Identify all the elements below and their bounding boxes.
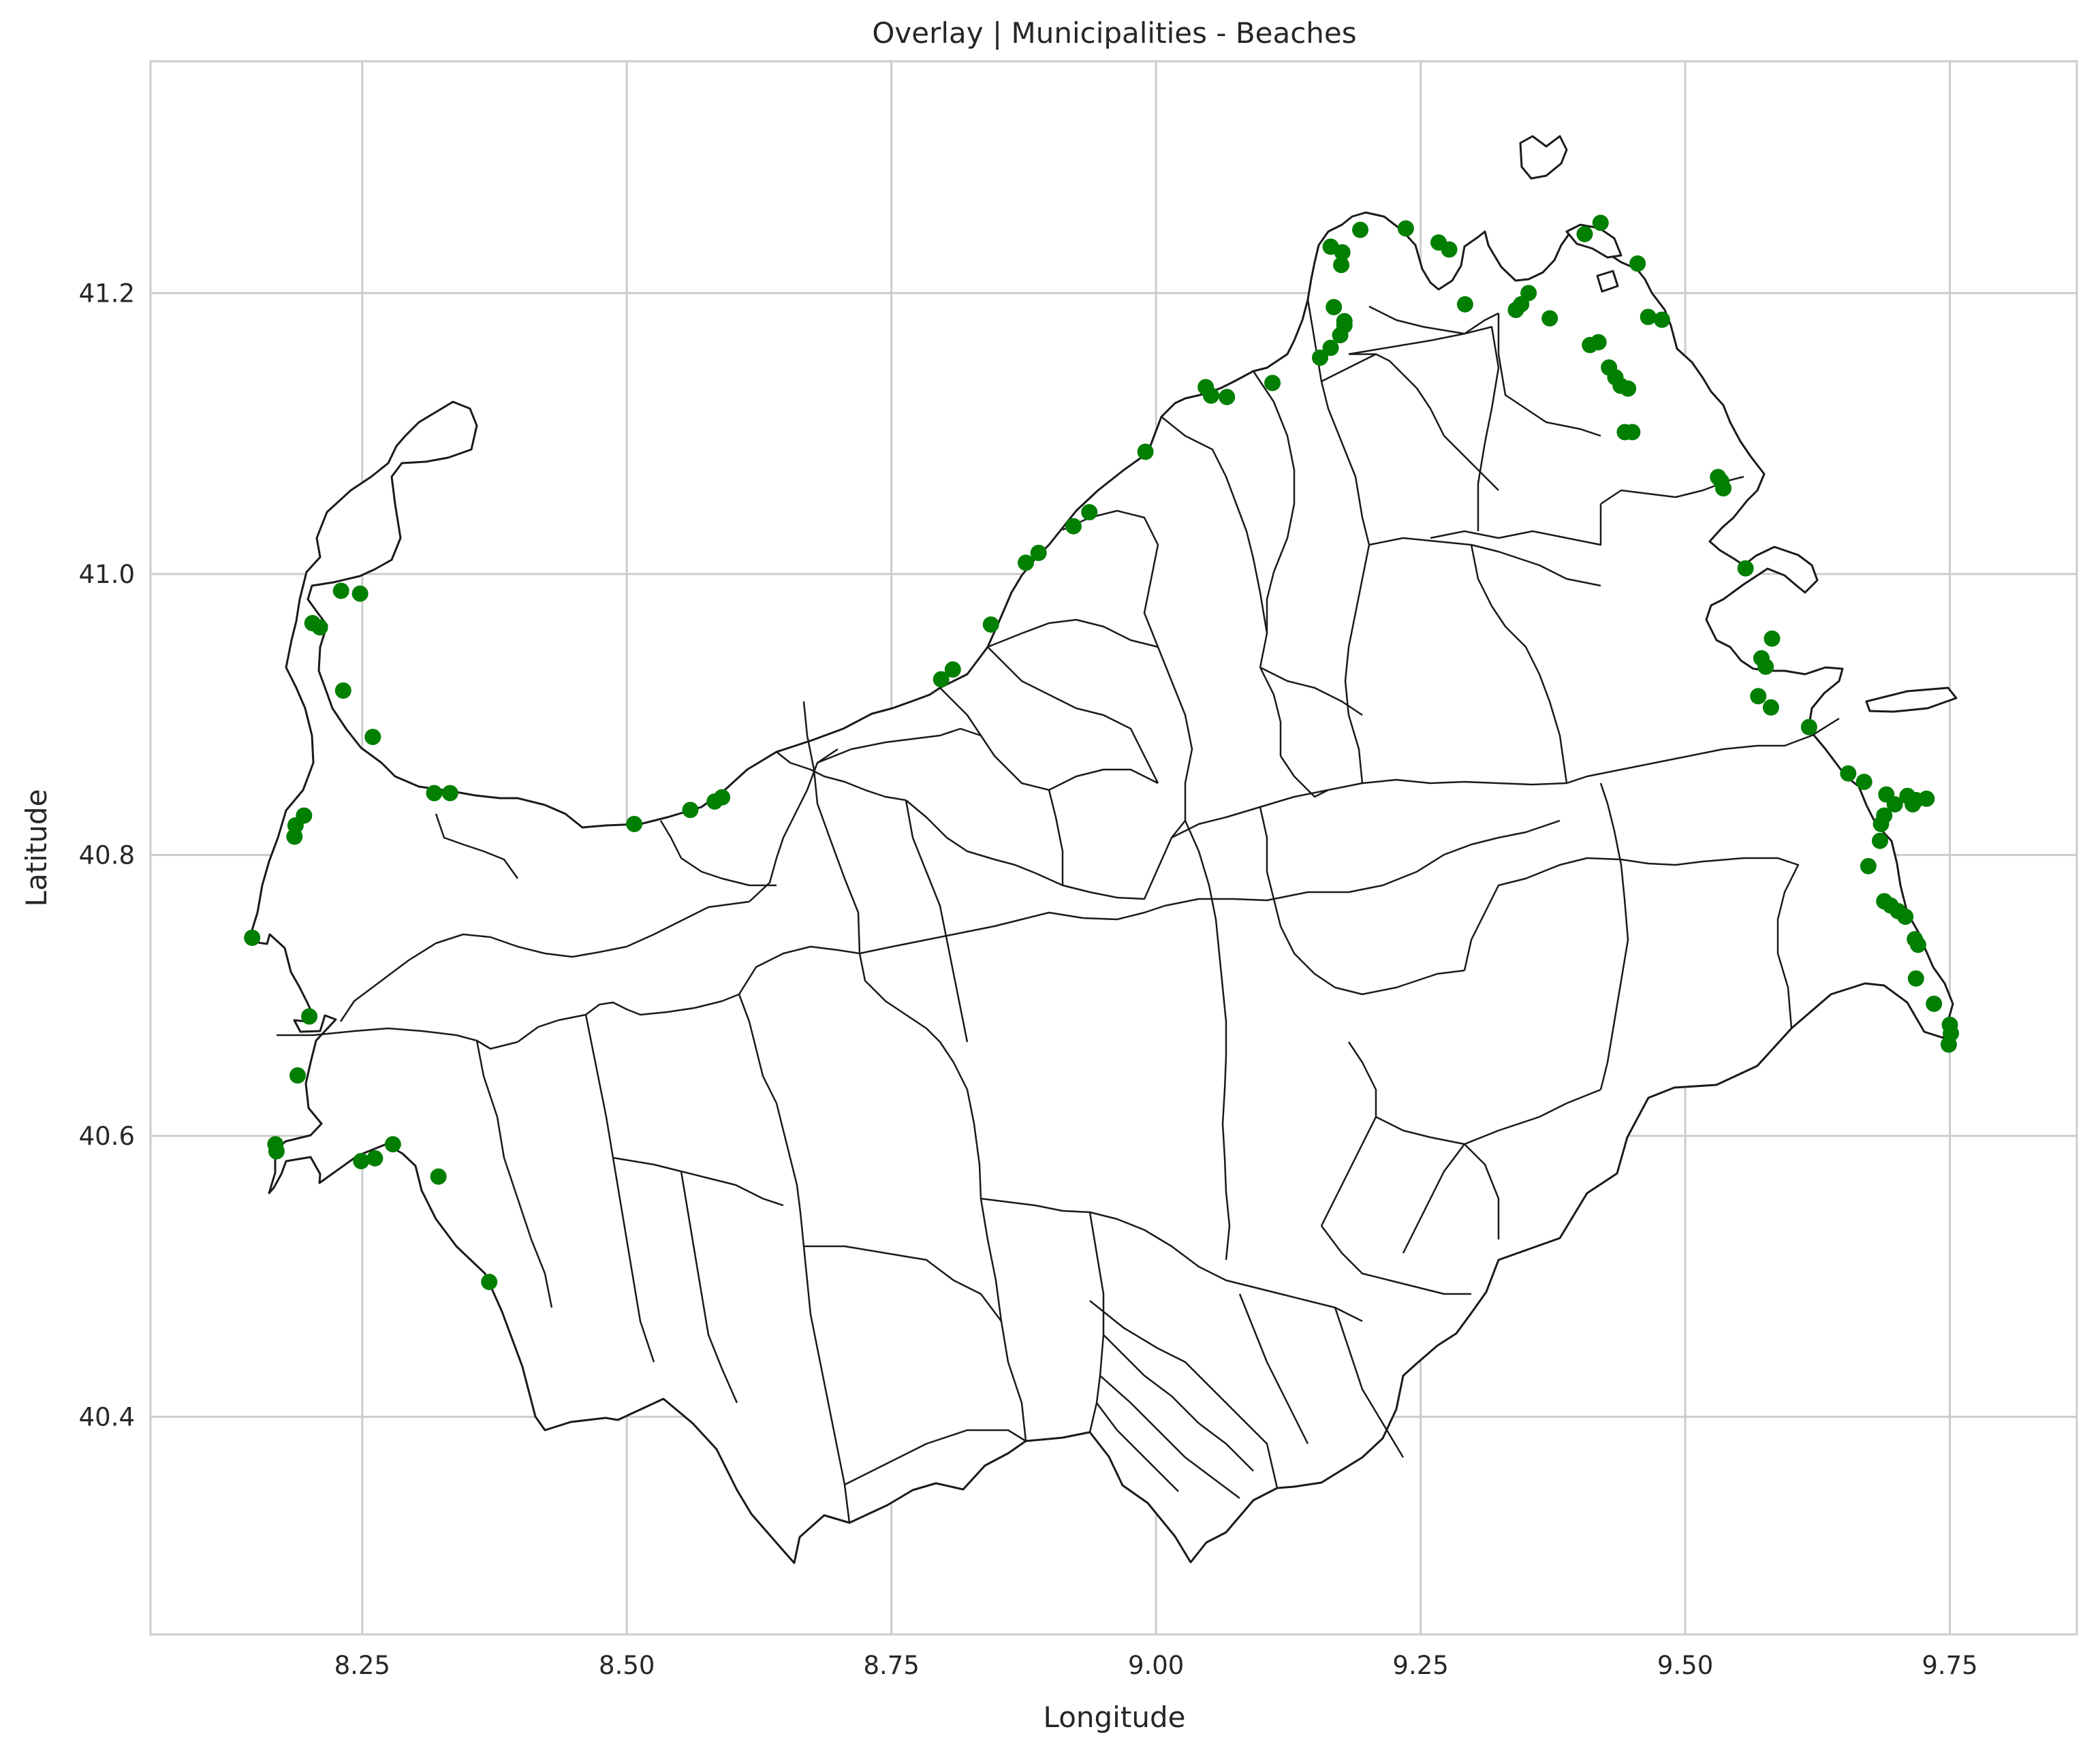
beach-point [1918,790,1935,807]
beach-point [1322,339,1339,356]
beach-point [1840,765,1857,782]
x-tick-label: 9.00 [1128,1651,1184,1680]
beach-point [1137,443,1154,460]
beach-point [311,619,328,636]
beach-point [1456,296,1473,313]
beach-point [1872,815,1890,832]
beach-point [1762,699,1779,716]
beach-point [1397,220,1414,237]
beach-point [1715,480,1732,496]
beach-point [351,585,369,602]
beach-point [1940,1036,1957,1053]
beach-point [933,671,950,688]
beach-point [1624,424,1641,441]
beach-point [1886,796,1903,813]
beach-point [268,1143,285,1160]
island-east [1865,686,1958,713]
beach-point [682,802,699,819]
y-tick-labels: 40.4 40.6 40.8 41.0 41.2 [79,279,135,1432]
beach-point [1653,311,1670,328]
beach-point [1441,241,1458,258]
beach-point [1871,832,1888,849]
landmass [247,135,1958,1564]
beach-point [1757,658,1774,675]
beach-point [982,616,999,633]
beach-point [332,582,349,599]
x-tick-label: 9.50 [1657,1651,1713,1680]
beach-point [714,789,731,806]
beach-point [1592,215,1609,232]
beach-point [1855,774,1872,791]
beach-point [289,1067,306,1084]
region-outline [247,211,1954,1564]
beach-point [1352,221,1369,238]
beach-point [366,1150,383,1167]
beach-point [1926,995,1943,1012]
beach-point [1326,298,1343,315]
y-tick-label: 40.6 [79,1122,135,1151]
beach-point [1541,310,1558,327]
beach-point [426,785,443,802]
beach-point [1800,718,1817,736]
beach-point [1764,630,1781,647]
island-north [1519,135,1568,180]
x-tick-label: 8.75 [863,1651,919,1680]
beach-point [364,729,381,746]
beach-point [301,1008,318,1025]
beach-point [1737,560,1754,577]
plot-frame [149,60,2078,1636]
beach-point [1333,257,1350,274]
beach-point [1909,936,1926,953]
beach-point [1018,554,1035,571]
beach-point [1065,518,1082,535]
x-tick-labels: 8.25 8.50 8.75 9.00 9.25 9.50 9.75 [334,1651,1978,1680]
beach-point [626,815,643,832]
beach-point [1750,688,1767,705]
beach-point [1860,857,1877,874]
beach-point [334,682,351,699]
island-small-north [1596,270,1619,293]
beach-point [441,785,458,802]
beach-point [296,807,313,824]
y-axis-label: Latitude [20,789,53,907]
x-tick-label: 9.25 [1392,1651,1448,1680]
beach-point [353,1152,370,1169]
beach-point [1576,225,1593,242]
y-tick-label: 41.0 [79,560,135,589]
y-tick-label: 40.8 [79,840,135,870]
beach-point [481,1274,498,1291]
beach-point [430,1168,447,1185]
beach-point [244,930,261,946]
beach-point [1264,375,1281,392]
beach-point [384,1136,401,1153]
municipal-boundaries [277,299,1840,1523]
beach-point [1030,544,1047,561]
beach-point [944,661,961,678]
x-tick-label: 9.75 [1922,1651,1977,1680]
beach-point [1334,244,1351,261]
beach-point [1202,387,1219,404]
beach-point [1590,334,1607,351]
beach-point [1336,313,1353,330]
beach-point [1907,970,1924,987]
plot-area [149,60,2078,1636]
beach-point [1312,349,1328,366]
x-axis-label: Longitude [1044,1701,1186,1734]
beach-points [244,215,1960,1291]
beach-point [1897,908,1914,926]
y-tick-label: 40.4 [79,1402,135,1432]
beach-point [1081,504,1098,521]
beach-point [1620,380,1637,397]
y-tick-label: 41.2 [79,279,135,308]
beach-point [1640,309,1657,326]
chart-title: Overlay | Municipalities - Beaches [872,16,1356,50]
x-tick-label: 8.25 [334,1651,390,1680]
beach-point [1520,285,1537,302]
x-tick-label: 8.50 [599,1651,655,1680]
beach-point [1219,388,1236,405]
beach-point [1629,255,1646,272]
